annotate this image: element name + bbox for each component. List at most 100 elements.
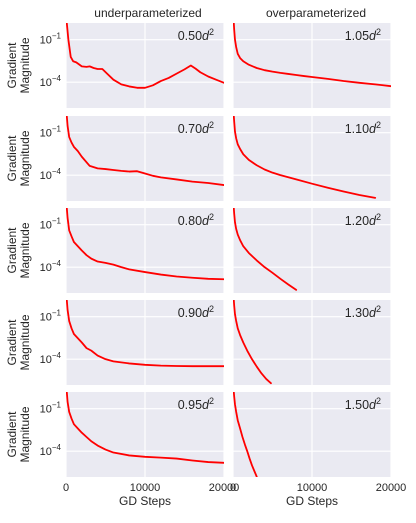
annotation-coef: 1.05 <box>345 29 369 43</box>
column-title-underparameterized: underparameterized <box>94 6 201 20</box>
y-tick-base: 10 <box>40 170 52 182</box>
y-axis-label-line: Magnitude <box>18 222 32 278</box>
y-tick-exp: −4 <box>52 167 62 176</box>
panel-r3-c1: 1.30d2 <box>232 300 392 385</box>
y-tick-label: 10−4 <box>40 167 62 182</box>
annotation-coef: 1.50 <box>345 398 369 412</box>
annotation-exp: 2 <box>376 304 381 314</box>
x-tick-label: 10000 <box>297 482 328 494</box>
x-tick-label: 10000 <box>130 482 161 494</box>
x-axis-label: GD Steps <box>286 494 338 508</box>
y-tick-exp: −4 <box>52 74 62 83</box>
y-tick-base: 10 <box>40 404 52 416</box>
y-tick-exp: −1 <box>52 309 62 318</box>
y-tick-label: 10−4 <box>40 443 62 458</box>
y-tick-label: 10−1 <box>40 32 62 47</box>
annotation-var: d <box>369 306 377 320</box>
series-line <box>233 300 272 385</box>
annotation-exp: 2 <box>376 120 381 130</box>
x-tick-label: 0 <box>230 482 236 494</box>
panel-r4-c1: 1.50d2 0 10000 20000 GD Steps <box>230 392 406 508</box>
column-titles: underparameterized overparameterized <box>94 6 366 20</box>
panel-annotation: 0.50d2 <box>178 27 214 43</box>
annotation-coef: 0.50 <box>178 29 202 43</box>
annotation-coef: 1.30 <box>345 306 369 320</box>
annotation-exp: 2 <box>209 120 214 130</box>
panel-annotation: 1.20d2 <box>345 212 381 228</box>
y-axis-label-line: Magnitude <box>18 37 32 93</box>
annotation-coef: 1.10 <box>345 122 369 136</box>
y-tick-exp: −4 <box>52 443 62 452</box>
panel-annotation: 0.95d2 <box>178 396 214 412</box>
annotation-var: d <box>369 122 377 136</box>
x-axis-label: GD Steps <box>119 494 171 508</box>
y-axis-label-line: Gradient <box>5 42 19 89</box>
panel-annotation: 0.80d2 <box>178 212 214 228</box>
annotation-exp: 2 <box>209 212 214 222</box>
panel-annotation: 1.10d2 <box>345 120 381 136</box>
x-tick-label: 20000 <box>209 482 240 494</box>
y-axis-label-line: Magnitude <box>18 130 32 186</box>
annotation-coef: 0.90 <box>178 306 202 320</box>
series-line <box>233 208 298 291</box>
panel-r0-c1: 1.05d2 <box>232 23 392 108</box>
y-tick-exp: −1 <box>52 32 62 41</box>
y-tick-label: 10−1 <box>40 217 62 232</box>
y-axis-label-line: Magnitude <box>18 314 32 370</box>
series-line <box>66 23 224 89</box>
y-tick-base: 10 <box>40 77 52 89</box>
y-tick-label: 10−1 <box>40 125 62 140</box>
column-title-overparameterized: overparameterized <box>266 6 366 20</box>
annotation-var: d <box>369 398 377 412</box>
y-tick-exp: −1 <box>52 125 62 134</box>
series-line <box>233 23 391 88</box>
panel-annotation: 1.30d2 <box>345 304 381 320</box>
annotation-coef: 0.80 <box>178 214 202 228</box>
series-line <box>66 208 224 281</box>
y-tick-base: 10 <box>40 446 52 458</box>
series-line <box>233 116 377 199</box>
y-tick-base: 10 <box>40 262 52 274</box>
series-line <box>233 392 258 477</box>
y-axis-label-line: Gradient <box>5 319 19 366</box>
y-tick-label: 10−1 <box>40 309 62 324</box>
y-tick-label: 10−4 <box>40 74 62 89</box>
series-line <box>66 392 224 464</box>
series-line <box>66 300 224 368</box>
panel-r1-c1: 1.10d2 <box>232 116 392 201</box>
annotation-exp: 2 <box>376 27 381 37</box>
annotation-exp: 2 <box>376 212 381 222</box>
annotation-var: d <box>202 122 210 136</box>
x-tick-label: 20000 <box>376 482 407 494</box>
annotation-exp: 2 <box>376 396 381 406</box>
series-line <box>66 116 224 186</box>
panel-annotation: 0.90d2 <box>178 304 214 320</box>
annotation-exp: 2 <box>209 304 214 314</box>
y-tick-base: 10 <box>40 354 52 366</box>
y-axis-label-line: Gradient <box>5 135 19 182</box>
annotation-coef: 1.20 <box>345 214 369 228</box>
y-tick-exp: −4 <box>52 351 62 360</box>
y-tick-exp: −1 <box>52 217 62 226</box>
y-tick-base: 10 <box>40 220 52 232</box>
annotation-var: d <box>369 214 377 228</box>
annotation-coef: 0.70 <box>178 122 202 136</box>
y-tick-exp: −4 <box>52 259 62 268</box>
x-tick-label: 0 <box>63 482 69 494</box>
annotation-var: d <box>202 306 210 320</box>
annotation-exp: 2 <box>209 396 214 406</box>
panel-r2-c1: 1.20d2 <box>232 208 392 293</box>
annotation-var: d <box>202 29 210 43</box>
annotation-var: d <box>202 398 210 412</box>
annotation-var: d <box>369 29 377 43</box>
annotation-var: d <box>202 214 210 228</box>
panel-annotation: 1.05d2 <box>345 27 381 43</box>
y-tick-base: 10 <box>40 128 52 140</box>
annotation-exp: 2 <box>209 27 214 37</box>
y-tick-base: 10 <box>40 312 52 324</box>
